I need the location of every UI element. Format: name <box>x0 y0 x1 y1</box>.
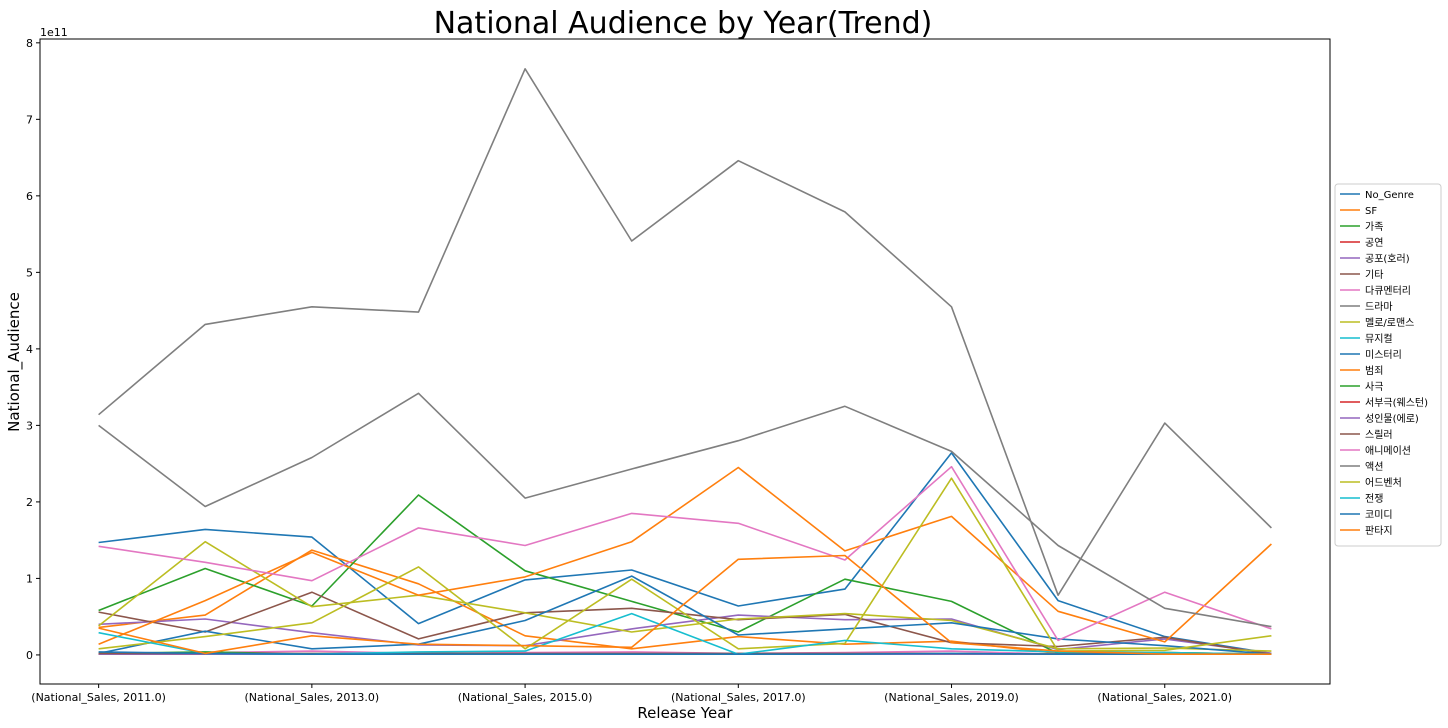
y-tick-label: 2 <box>26 496 33 509</box>
legend-label: 멜로/로맨스 <box>1365 317 1414 329</box>
legend-label: 드라마 <box>1365 301 1393 313</box>
legend-box <box>1334 183 1442 547</box>
x-tick-label: (National_Sales, 2013.0) <box>245 691 380 704</box>
y-tick-label: 8 <box>26 37 33 50</box>
legend-label: No_Genre <box>1365 190 1414 201</box>
legend-label: SF <box>1365 206 1377 217</box>
legend-label: 미스터리 <box>1365 349 1402 361</box>
series-line <box>98 554 1272 656</box>
y-scale-label: 1e11 <box>40 26 68 39</box>
legend-label: 서부극(웨스턴) <box>1365 397 1428 409</box>
y-tick-label: 5 <box>26 266 33 279</box>
y-tick-label: 4 <box>26 343 33 356</box>
legend-label: 가족 <box>1365 221 1383 233</box>
legend-label: 어드벤처 <box>1365 477 1402 489</box>
legend-label: 범죄 <box>1365 365 1383 377</box>
y-tick-label: 7 <box>26 113 33 126</box>
y-tick-label: 6 <box>26 190 33 203</box>
series-line <box>98 494 1272 655</box>
legend-label: 다큐멘터리 <box>1365 285 1411 297</box>
x-tick-label: (National_Sales, 2017.0) <box>671 691 806 704</box>
y-tick-label: 0 <box>26 649 33 662</box>
series-line <box>98 540 1272 652</box>
legend-label: 액션 <box>1365 461 1383 473</box>
y-tick-label: 1 <box>26 572 33 585</box>
x-axis-label: Release Year <box>637 704 733 722</box>
x-tick-label: (National_Sales, 2011.0) <box>31 691 166 704</box>
series-line <box>98 614 1272 655</box>
x-tick-label: (National_Sales, 2021.0) <box>1097 691 1232 704</box>
x-tick-label: (National_Sales, 2019.0) <box>884 691 1019 704</box>
legend-label: 성인물(에로) <box>1365 413 1419 425</box>
series-line <box>98 651 1272 656</box>
legend-label: 전쟁 <box>1365 493 1383 505</box>
y-axis-label: National_Audience <box>5 292 24 432</box>
x-tick-label: (National_Sales, 2015.0) <box>458 691 593 704</box>
legend-label: 코미디 <box>1365 509 1393 521</box>
series-line <box>98 68 1272 597</box>
chart-title: National Audience by Year(Trend) <box>434 6 933 41</box>
legend-label: 사극 <box>1365 381 1383 393</box>
series-line <box>98 452 1272 655</box>
series-line <box>98 575 1272 655</box>
legend-label: 판타지 <box>1365 525 1393 537</box>
legend-label: 공연 <box>1365 237 1383 249</box>
x-axis: (National_Sales, 2011.0) (National_Sales,… <box>31 684 1232 704</box>
legend-label: 공포(호러) <box>1365 253 1410 265</box>
series-line <box>98 392 1272 628</box>
series-line <box>98 465 1272 642</box>
legend-label: 스릴러 <box>1365 428 1393 441</box>
plot-area <box>39 38 1331 685</box>
legend-label: 뮤지컬 <box>1365 332 1393 345</box>
series-lines <box>98 68 1272 656</box>
legend-label: 애니메이션 <box>1365 445 1411 457</box>
legend-label: 기타 <box>1365 269 1383 281</box>
y-tick-label: 3 <box>26 419 33 432</box>
series-line <box>98 466 1272 645</box>
y-axis: 0 1 2 3 4 5 6 7 8 <box>26 37 40 662</box>
